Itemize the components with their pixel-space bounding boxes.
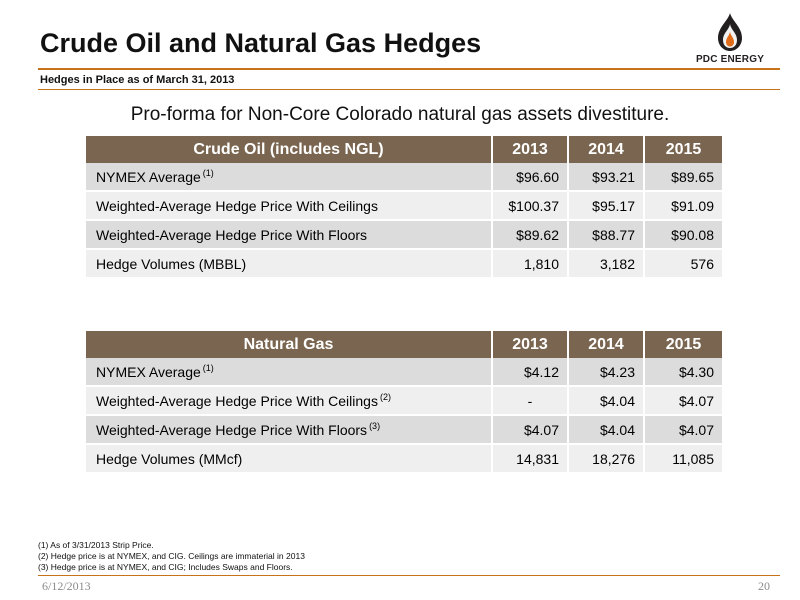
table-cell: $93.21 xyxy=(568,163,645,192)
table-row: Weighted-Average Hedge Price With Floors… xyxy=(86,415,722,445)
table-cell: - xyxy=(492,386,569,416)
table-cell: $4.23 xyxy=(568,358,645,387)
footnote: (1) As of 3/31/2013 Strip Price. xyxy=(38,540,154,550)
table-cell: $95.17 xyxy=(568,191,645,221)
table-row: Hedge Volumes (MBBL) 1,810 3,182 576 xyxy=(86,249,722,279)
table-row: Weighted-Average Hedge Price With Ceilin… xyxy=(86,191,722,221)
table-row: Hedge Volumes (MMcf) 14,831 18,276 11,08… xyxy=(86,444,722,474)
row-label: NYMEX Average (1) xyxy=(86,358,493,387)
row-label-text: Weighted-Average Hedge Price With Floors xyxy=(96,422,368,438)
row-label: Hedge Volumes (MMcf) xyxy=(86,444,493,474)
table-header-row: Natural Gas 2013 2014 2015 xyxy=(86,331,722,358)
table-cell: $4.04 xyxy=(568,386,645,416)
company-logo: PDC ENERGY xyxy=(688,12,772,68)
page-number: 20 xyxy=(758,579,770,593)
crude-oil-hedge-table: Crude Oil (includes NGL) 2013 2014 2015 … xyxy=(86,136,722,279)
table-cell: $90.08 xyxy=(644,220,722,250)
column-header: 2015 xyxy=(644,136,722,163)
table-cell: $4.07 xyxy=(644,386,722,416)
column-header: 2014 xyxy=(568,136,645,163)
row-label-text: NYMEX Average xyxy=(96,169,201,185)
table-cell: 576 xyxy=(644,249,722,279)
footer-rule xyxy=(38,575,780,576)
table-cell: $4.12 xyxy=(492,358,569,387)
column-header: 2013 xyxy=(492,331,569,358)
table-cell: 11,085 xyxy=(644,444,722,474)
row-label: Weighted-Average Hedge Price With Floors xyxy=(86,220,493,250)
row-label: Weighted-Average Hedge Price With Ceilin… xyxy=(86,191,493,221)
table-row: Weighted-Average Hedge Price With Ceilin… xyxy=(86,386,722,416)
header-rule xyxy=(38,68,780,70)
row-label-text: Weighted-Average Hedge Price With Ceilin… xyxy=(96,393,378,409)
footer-date: 6/12/2013 xyxy=(42,579,91,593)
footnote-ref: (1) xyxy=(202,168,214,178)
table-row: Weighted-Average Hedge Price With Floors… xyxy=(86,220,722,250)
table-cell: $88.77 xyxy=(568,220,645,250)
table-cell: $4.07 xyxy=(644,415,722,445)
natural-gas-hedge-table: Natural Gas 2013 2014 2015 NYMEX Average… xyxy=(86,331,722,474)
footnote-ref: (3) xyxy=(369,421,381,431)
flame-icon xyxy=(718,13,742,51)
footnote-ref: (1) xyxy=(202,363,214,373)
table-cell: $91.09 xyxy=(644,191,722,221)
tagline: Pro-forma for Non-Core Colorado natural … xyxy=(130,104,670,125)
column-header: Natural Gas xyxy=(86,331,493,358)
page-title: Crude Oil and Natural Gas Hedges xyxy=(40,28,482,58)
logo-text: PDC ENERGY xyxy=(695,54,765,65)
table-cell: 18,276 xyxy=(568,444,645,474)
subtitle-rule xyxy=(38,89,780,90)
column-header: 2015 xyxy=(644,331,722,358)
table-cell: $100.37 xyxy=(492,191,569,221)
footnote: (3) Hedge price is at NYMEX, and CIG; In… xyxy=(38,562,293,572)
table-row: NYMEX Average (1) $4.12 $4.23 $4.30 xyxy=(86,358,722,387)
row-label: Weighted-Average Hedge Price With Ceilin… xyxy=(86,386,493,416)
row-label: Weighted-Average Hedge Price With Floors… xyxy=(86,415,493,445)
table-cell: 1,810 xyxy=(492,249,569,279)
table-cell: $4.04 xyxy=(568,415,645,445)
page-subtitle: Hedges in Place as of March 31, 2013 xyxy=(40,74,235,86)
table-cell: $89.62 xyxy=(492,220,569,250)
table-cell: $4.07 xyxy=(492,415,569,445)
column-header: 2014 xyxy=(568,331,645,358)
footnote: (2) Hedge price is at NYMEX, and CIG. Ce… xyxy=(38,551,305,561)
table-cell: 14,831 xyxy=(492,444,569,474)
row-label: NYMEX Average (1) xyxy=(86,163,493,192)
column-header: 2013 xyxy=(492,136,569,163)
table-cell: $96.60 xyxy=(492,163,569,192)
row-label: Hedge Volumes (MBBL) xyxy=(86,249,493,279)
table-cell: 3,182 xyxy=(568,249,645,279)
table-header-row: Crude Oil (includes NGL) 2013 2014 2015 xyxy=(86,136,722,163)
table-cell: $89.65 xyxy=(644,163,722,192)
table-row: NYMEX Average (1) $96.60 $93.21 $89.65 xyxy=(86,163,722,192)
table-cell: $4.30 xyxy=(644,358,722,387)
footnote-ref: (2) xyxy=(379,392,391,402)
column-header: Crude Oil (includes NGL) xyxy=(86,136,493,163)
footnotes: (1) As of 3/31/2013 Strip Price. (2) Hed… xyxy=(38,540,305,573)
row-label-text: NYMEX Average xyxy=(96,364,201,380)
